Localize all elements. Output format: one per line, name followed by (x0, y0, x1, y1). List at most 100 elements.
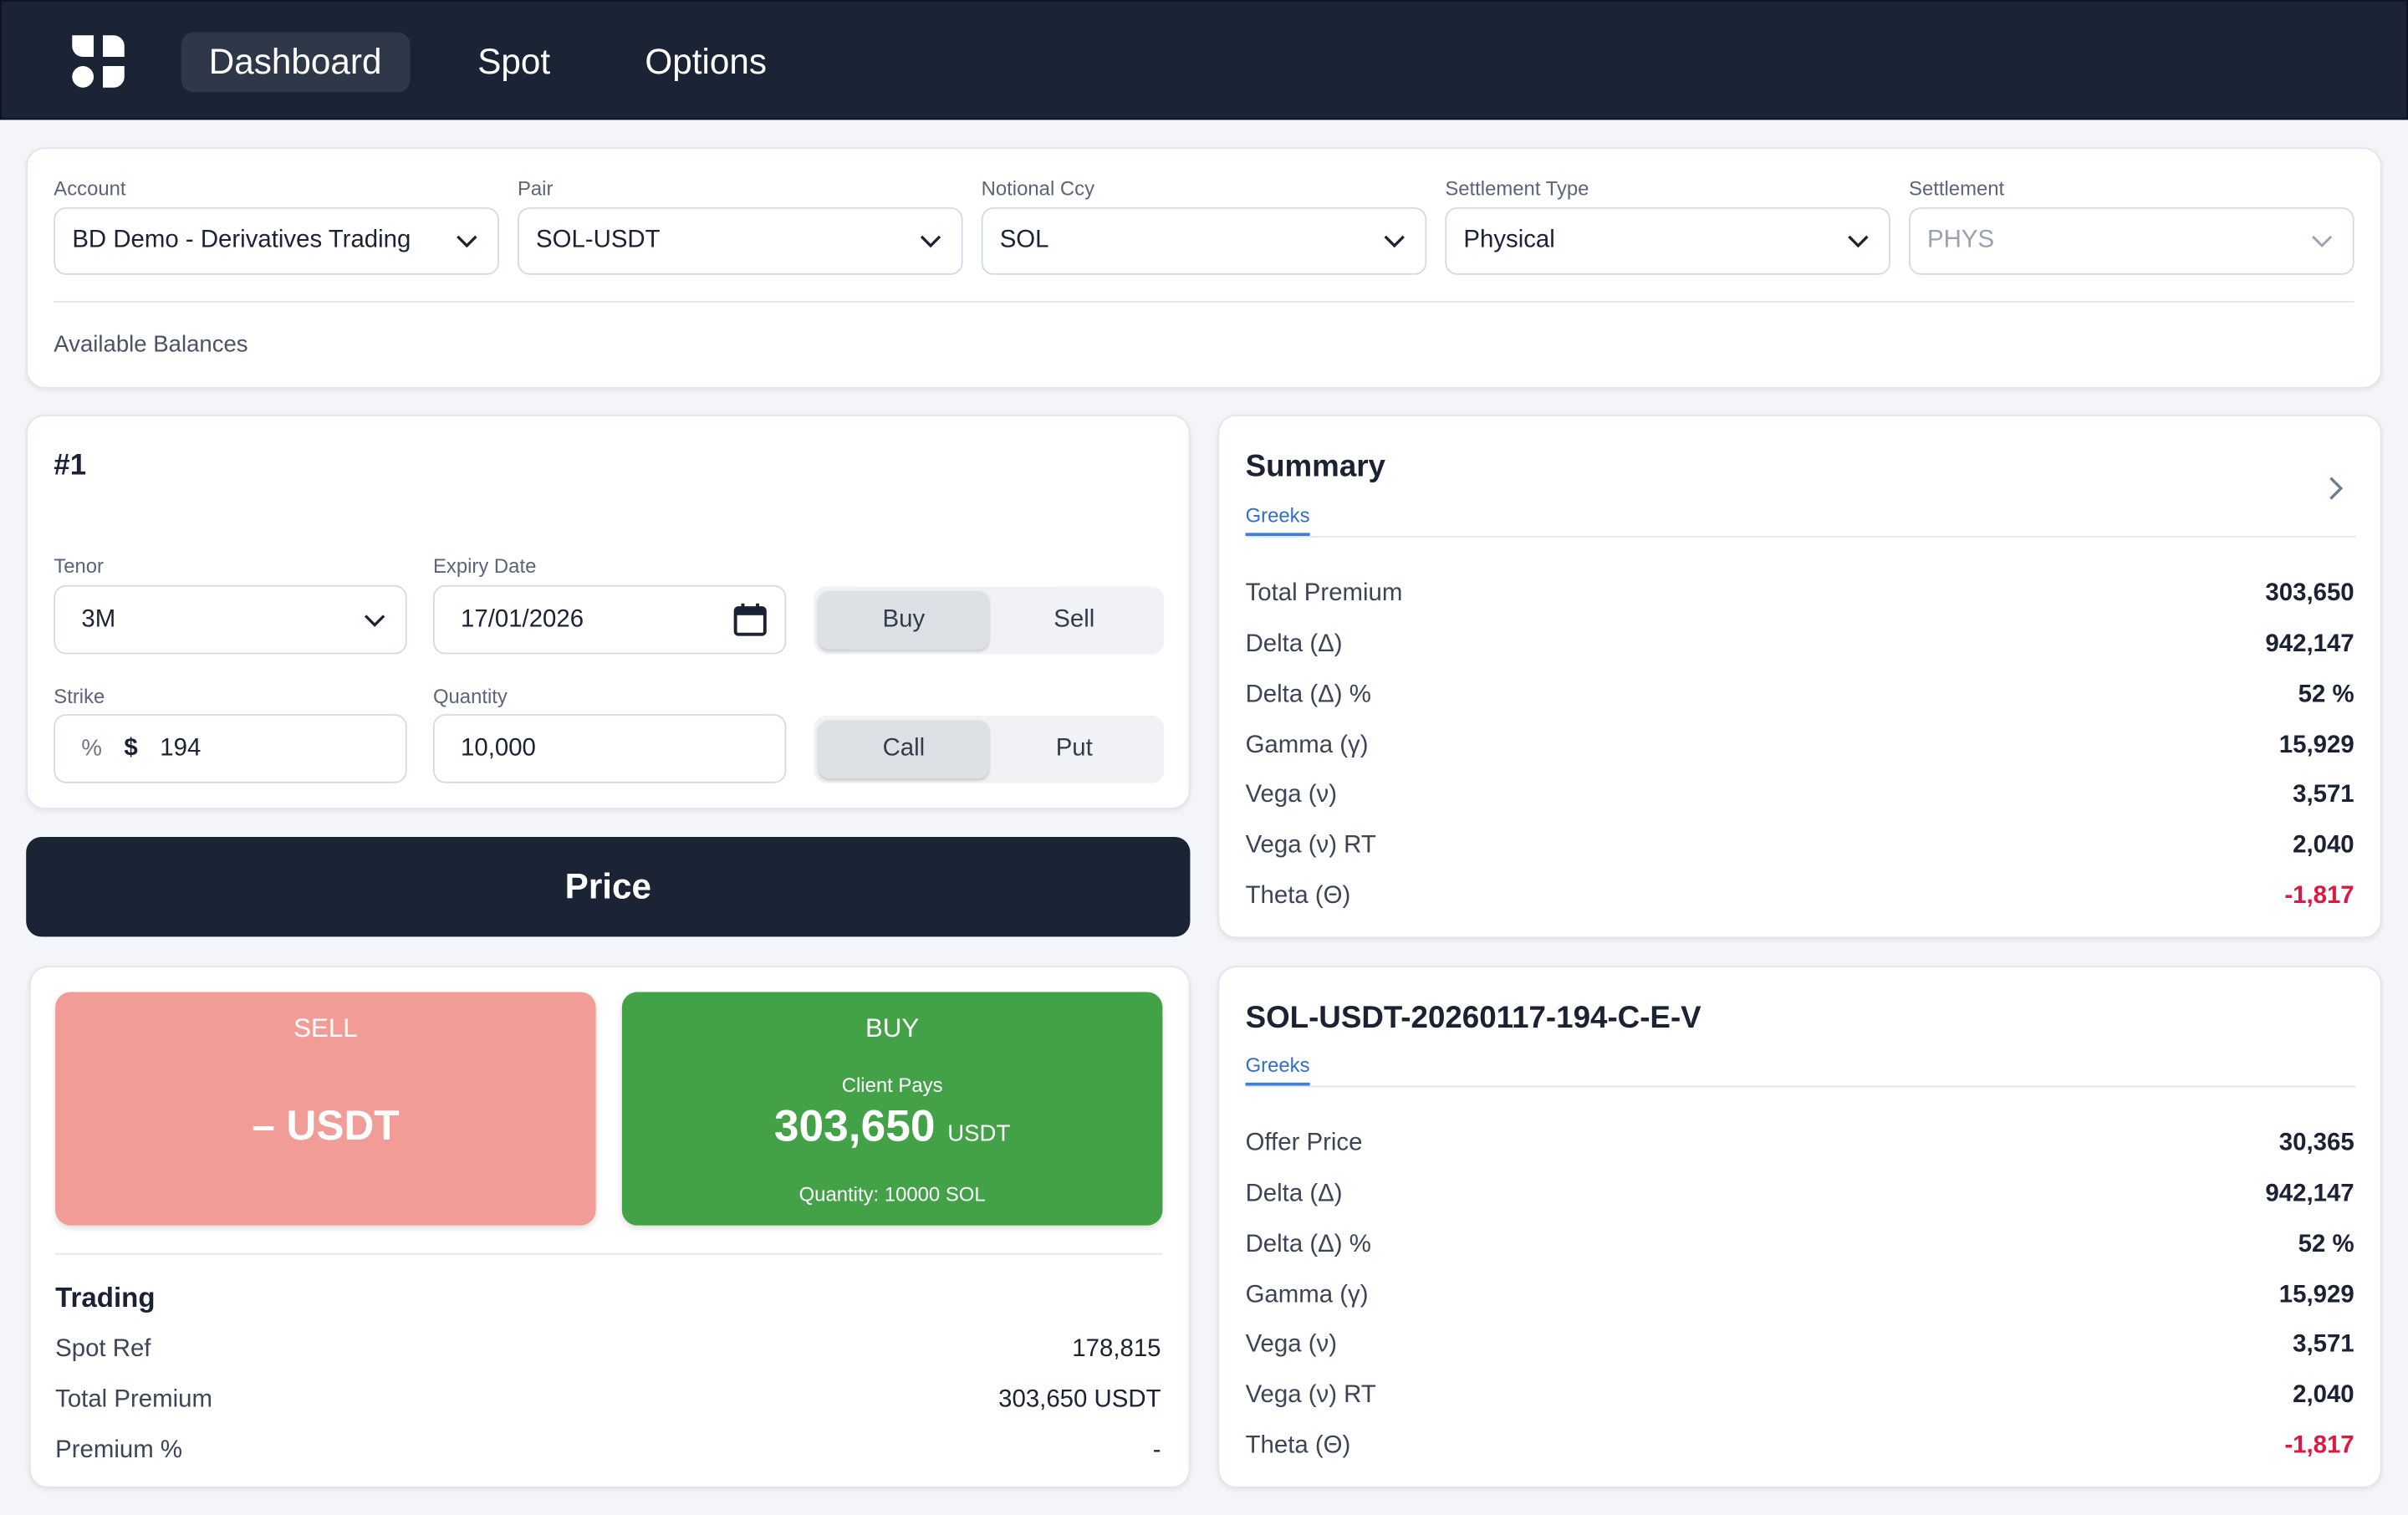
trading-row-label: Total Premium (55, 1386, 212, 1413)
expiry-date-input[interactable]: 17/01/2026 (432, 584, 787, 655)
summary-row: Vega (ν) RT 2,040 (1246, 832, 2354, 869)
instrument-row-label: Gamma (γ) (1245, 1282, 1369, 1308)
sell-quote-button[interactable]: SELL – USDT (55, 992, 596, 1226)
buy-unit: USDT (947, 1120, 1011, 1148)
settlement-type-select[interactable]: Physical (1445, 207, 1890, 275)
divider (54, 300, 2354, 303)
account-label: Account (54, 176, 126, 200)
pair-select[interactable]: SOL-USDT (517, 207, 963, 275)
strike-percent-toggle[interactable]: % (81, 735, 102, 763)
account-value: BD Demo - Derivatives Trading (72, 227, 411, 254)
buy-label: BUY (865, 1013, 920, 1043)
instrument-row-label: Theta (Θ) (1245, 1432, 1351, 1459)
tenor-select[interactable]: 3M (54, 584, 407, 655)
strike-dollar-toggle[interactable]: $ (124, 735, 138, 763)
trading-row-value: 303,650 USDT (998, 1386, 1161, 1413)
instrument-row-label: Delta (Δ) (1245, 1181, 1343, 1207)
tab-dashboard[interactable]: Dashboard (181, 32, 410, 93)
notional-ccy-value: SOL (999, 227, 1049, 254)
tenor-value: 3M (81, 606, 116, 633)
chevron-right-icon[interactable] (2322, 475, 2349, 502)
instrument-row: Delta (Δ) % 52 % (1246, 1232, 2354, 1268)
quantity-label: Quantity (432, 685, 508, 708)
strike-input[interactable]: % $ 194 (54, 714, 407, 783)
instrument-row-value: 15,929 (2278, 1282, 2354, 1308)
quantity-input[interactable]: 10,000 (432, 714, 787, 783)
trading-row-label: Spot Ref (55, 1335, 151, 1363)
chevron-down-icon (1848, 235, 1869, 248)
chevron-down-icon (920, 235, 941, 248)
price-button[interactable]: Price (26, 837, 1191, 937)
tab-greeks[interactable]: Greeks (1245, 1053, 1310, 1086)
sell-toggle[interactable]: Sell (1054, 606, 1095, 633)
trading-row-value: 178,815 (1072, 1335, 1161, 1363)
summary-row-value: 15,929 (2278, 732, 2354, 759)
leg-title: #1 (54, 450, 87, 482)
summary-row: Total Premium 303,650 (1246, 580, 2354, 617)
divider (1245, 536, 2356, 538)
instrument-row: Vega (ν) RT 2,040 (1246, 1382, 2354, 1419)
calendar-icon[interactable] (732, 602, 768, 637)
summary-row-label: Total Premium (1245, 580, 1403, 607)
instrument-row-value: -1,817 (2284, 1432, 2354, 1459)
trading-row-label: Premium % (55, 1437, 182, 1464)
buy-quote-button[interactable]: BUY Client Pays 303,650 USDT Quantity: 1… (621, 992, 1163, 1226)
instrument-row: Delta (Δ) 942,147 (1246, 1181, 2354, 1217)
settlement-label: Settlement (1909, 176, 2005, 200)
instrument-title: SOL-USDT-20260117-194-C-E-V (1245, 1001, 1701, 1035)
instrument-row-label: Vega (ν) RT (1245, 1382, 1376, 1409)
trading-title: Trading (55, 1282, 156, 1314)
summary-row: Delta (Δ) % 52 % (1246, 681, 2354, 718)
summary-row-label: Theta (Θ) (1245, 883, 1351, 910)
summary-title: Summary (1245, 450, 1385, 484)
expiry-date-value: 17/01/2026 (461, 606, 584, 633)
summary-row: Vega (ν) 3,571 (1246, 782, 2354, 819)
sell-label: SELL (293, 1013, 358, 1043)
trading-row-value: - (1152, 1437, 1161, 1464)
tab-spot[interactable]: Spot (477, 41, 551, 82)
settlement-type-label: Settlement Type (1445, 176, 1589, 200)
instrument-row: Vega (ν) 3,571 (1246, 1331, 2354, 1368)
summary-row-value: 303,650 (2265, 580, 2354, 607)
put-toggle[interactable]: Put (1055, 735, 1093, 763)
quantity-value: 10,000 (461, 735, 536, 763)
trading-row: Total Premium 303,650 USDT (55, 1387, 1161, 1424)
instrument-card: SOL-USDT-20260117-194-C-E-V Greeks Offer… (1217, 966, 2382, 1488)
notional-ccy-label: Notional Ccy (981, 176, 1095, 200)
trading-row: Premium % - (55, 1437, 1161, 1474)
summary-row-value: 2,040 (2293, 832, 2354, 859)
leg-card: #1 Tenor 3M Expiry Date 17/01/2026 Buy S… (26, 414, 1191, 809)
account-select[interactable]: BD Demo - Derivatives Trading (54, 207, 499, 275)
tab-greeks[interactable]: Greeks (1245, 503, 1310, 537)
summary-row-value: 3,571 (2293, 781, 2354, 809)
divider (55, 1252, 1163, 1255)
instrument-row-label: Delta (Δ) % (1245, 1232, 1371, 1258)
sell-value: – USDT (252, 1102, 400, 1149)
tenor-label: Tenor (54, 554, 105, 578)
call-toggle[interactable]: Call (818, 720, 989, 779)
summary-row-label: Vega (ν) RT (1245, 832, 1376, 859)
buy-toggle[interactable]: Buy (818, 591, 989, 650)
settlement-select[interactable]: PHYS (1909, 207, 2354, 275)
summary-row: Delta (Δ) 942,147 (1246, 631, 2354, 668)
tab-options[interactable]: Options (645, 41, 768, 82)
pair-label: Pair (517, 176, 554, 200)
summary-row-label: Gamma (γ) (1245, 732, 1369, 759)
instrument-row-value: 52 % (2298, 1232, 2354, 1258)
expiry-date-label: Expiry Date (432, 554, 537, 578)
instrument-row-value: 30,365 (2278, 1130, 2354, 1157)
app-logo-icon[interactable] (66, 29, 130, 94)
instrument-row: Theta (Θ) -1,817 (1246, 1433, 2354, 1470)
instrument-row-value: 942,147 (2265, 1181, 2354, 1207)
side-toggle: Buy Sell (814, 586, 1165, 655)
summary-row-value: -1,817 (2284, 883, 2354, 910)
summary-row-value: 942,147 (2265, 630, 2354, 658)
notional-ccy-select[interactable]: SOL (981, 207, 1427, 275)
summary-row-label: Delta (Δ) % (1245, 681, 1371, 708)
summary-row-label: Vega (ν) (1245, 781, 1338, 809)
instrument-row-value: 2,040 (2293, 1382, 2354, 1409)
settlement-value: PHYS (1927, 227, 1995, 254)
pair-value: SOL-USDT (536, 227, 661, 254)
summary-row: Theta (Θ) -1,817 (1246, 883, 2354, 920)
